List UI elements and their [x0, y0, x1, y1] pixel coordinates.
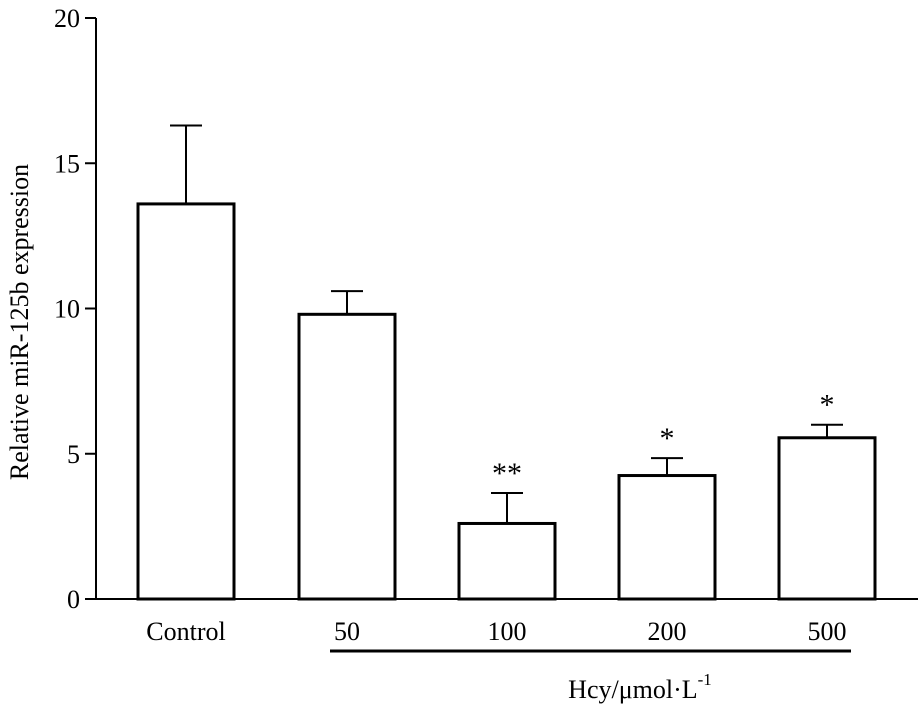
x-tick-label: 200 [648, 617, 687, 646]
significance-marker: * [660, 422, 675, 455]
x-tick-label: Control [146, 617, 225, 646]
x-tick-label: 100 [488, 617, 527, 646]
group-label: Hcy/μmol·L-1 [568, 670, 712, 704]
y-tick-label: 5 [67, 440, 80, 469]
significance-marker: * [820, 389, 835, 422]
y-axis-label: Relative miR-125b expression [5, 164, 34, 480]
bar [617, 474, 717, 601]
x-tick-label: 50 [334, 617, 360, 646]
bar [457, 521, 557, 601]
y-tick-label: 10 [54, 295, 80, 324]
bar [136, 202, 236, 601]
y-tick-label: 0 [67, 585, 80, 614]
bars [136, 124, 877, 601]
bar [777, 436, 877, 601]
y-tick-label: 20 [54, 4, 80, 33]
y-tick-label: 15 [54, 149, 80, 178]
significance-marker: ** [492, 457, 522, 490]
x-tick-label: 500 [808, 617, 847, 646]
bar [297, 312, 397, 601]
labels: Control 50 100 ** 200 * 500 * Hcy/μmol·L-1 [146, 389, 851, 704]
